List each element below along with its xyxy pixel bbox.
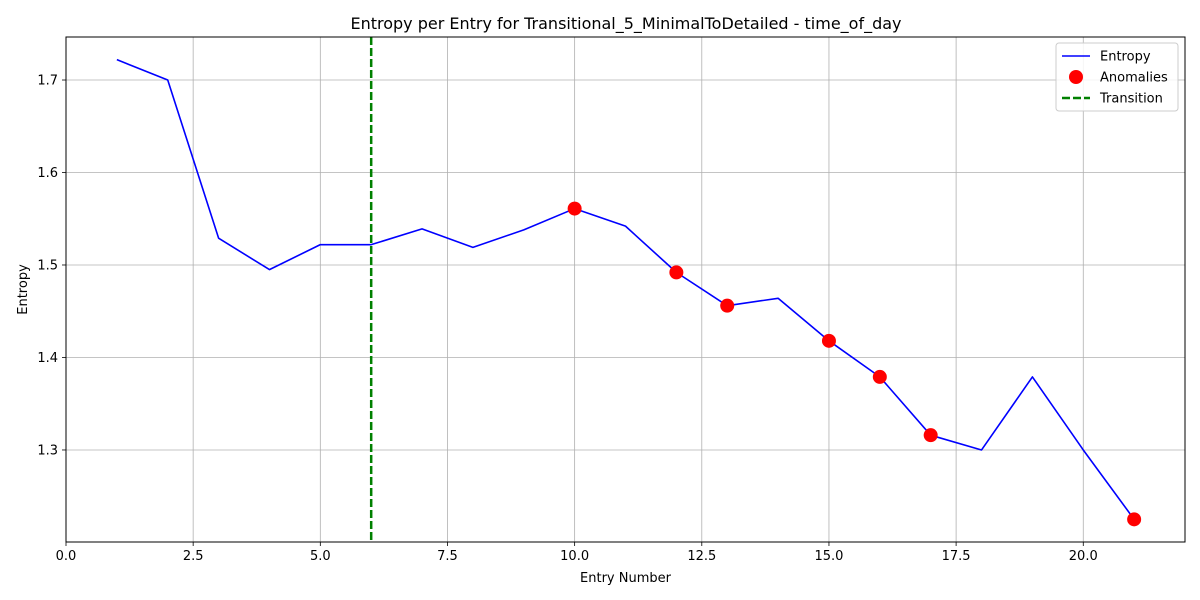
- anomaly-point: [669, 265, 684, 280]
- anomaly-point: [720, 298, 735, 313]
- anomaly-point: [872, 369, 887, 384]
- legend-anomalies-swatch: [1069, 70, 1083, 84]
- anomaly-point: [567, 201, 582, 216]
- grid: [65, 37, 1185, 542]
- legend-label: Entropy: [1100, 50, 1151, 65]
- x-tick-label: 10.0: [560, 549, 589, 564]
- entropy-line: [116, 58, 1135, 520]
- x-tick-label: 5.0: [310, 549, 331, 564]
- x-tick-label: 17.5: [942, 549, 971, 564]
- legend-label: Anomalies: [1100, 71, 1168, 86]
- y-axis-label: Entropy: [16, 264, 31, 315]
- x-axis-label: Entry Number: [580, 571, 672, 586]
- legend-box: [1055, 42, 1179, 112]
- legend: Entropy Anomalies Transition: [1055, 42, 1179, 112]
- anomaly-point: [821, 333, 836, 348]
- y-tick-label: 1.5: [37, 258, 58, 273]
- x-tick-label: 15.0: [814, 549, 843, 564]
- y-tick-label: 1.7: [37, 74, 58, 89]
- legend-label: Transition: [1099, 92, 1163, 107]
- anomaly-point: [1127, 512, 1142, 527]
- axes-frame: [65, 36, 1186, 543]
- y-tick-label: 1.6: [37, 166, 58, 181]
- plot-area: [116, 37, 1142, 542]
- anomaly-point: [923, 428, 938, 443]
- x-tick-label: 12.5: [687, 549, 716, 564]
- x-tick-label: 20.0: [1069, 549, 1098, 564]
- axis-ticks: 0.0 2.5 5.0 7.5 10.0 12.5 15.0 17.5 20.0 1.3 1.4 1.…: [37, 74, 1097, 564]
- chart-title: Entropy per Entry for Transitional_5_Min…: [350, 14, 901, 34]
- x-tick-label: 0.0: [56, 549, 77, 564]
- y-tick-label: 1.3: [37, 443, 58, 458]
- x-tick-label: 7.5: [437, 549, 458, 564]
- y-tick-label: 1.4: [37, 351, 58, 366]
- x-tick-label: 2.5: [183, 549, 204, 564]
